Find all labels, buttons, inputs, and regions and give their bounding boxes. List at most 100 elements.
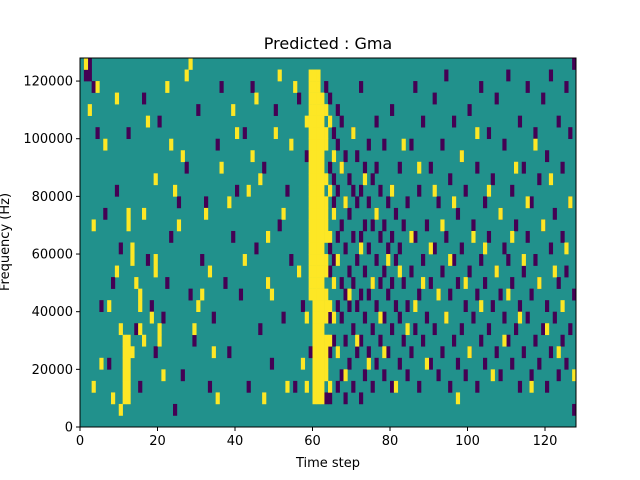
heatmap-cell-high [506,288,511,301]
heatmap-cell-low [529,369,534,382]
heatmap-cell-high [304,380,309,393]
heatmap-cell-high [382,346,387,359]
heatmap-cell-low [556,369,561,382]
heatmap-cell-low [421,254,426,266]
heatmap-cell-low [533,127,538,140]
heatmap-cell-low [351,277,356,289]
heatmap-cell-high [130,346,135,359]
heatmap-cell-low [386,288,391,301]
heatmap-cell-low [382,265,387,278]
heatmap-cell-low [556,277,561,289]
heatmap-cell-high [308,254,313,266]
heatmap-cell-low [548,346,554,359]
heatmap-cell-high [448,254,453,266]
heatmap-cell-low [374,161,379,174]
heatmap-cell-low [246,380,251,393]
heatmap-cell-high [320,138,325,151]
heatmap-cell-low [355,300,360,312]
heatmap-cell-low [533,254,538,266]
heatmap-cell-low [328,161,333,174]
heatmap-cell-low [366,138,371,151]
heatmap-cell-high [196,300,201,312]
heatmap-cell-high [347,288,352,301]
heatmap-cell-low [328,346,333,359]
heatmap-cell-low [517,300,523,312]
heatmap-cell-low [83,69,89,82]
heatmap-cell-high [184,69,189,82]
heatmap-cell-low [432,323,437,336]
heatmap-cell-high [312,104,317,116]
x-tick-label: 20 [149,434,166,449]
heatmap-cell-low [351,184,356,197]
heatmap-cell-high [424,357,430,370]
x-tick-label: 120 [533,434,558,449]
heatmap-cell-low [552,207,557,220]
heatmap-cell-low [176,196,182,209]
heatmap-cell-low [486,127,492,140]
heatmap-cell-low [506,254,511,266]
heatmap-cell-low [556,115,561,128]
heatmap-cell-high [211,346,216,359]
heatmap-cell-high [359,242,364,255]
heatmap-cell-low [417,288,422,301]
heatmap-cell-low [289,254,294,266]
heatmap-cell-high [467,346,472,359]
heatmap-cell-low [436,196,441,209]
heatmap-cell-low [564,357,569,370]
heatmap-cell-high [308,127,313,140]
heatmap-cell-low [409,265,414,278]
heatmap-cell-high [312,242,317,255]
heatmap-cell-high [118,323,123,336]
heatmap-cell-high [417,161,422,174]
chart-title: Predicted : Gma [264,34,392,53]
heatmap-cell-high [308,150,313,163]
heatmap-cell-low [293,380,298,393]
heatmap-cell-low [502,138,507,151]
heatmap-cell-high [320,230,325,243]
heatmap-cell-low [417,184,422,197]
heatmap-cell-high [320,207,325,220]
heatmap-cell-low [436,369,441,382]
heatmap-cell-low [149,300,154,312]
heatmap-cell-low [506,69,511,82]
heatmap-cell-low [393,207,399,220]
heatmap-cell-high [111,392,116,405]
heatmap-cell-high [87,104,92,116]
heatmap-cell-high [262,392,267,405]
heatmap-cell-low [215,138,220,151]
heatmap-cell-low [463,369,468,382]
heatmap-cell-low [269,357,275,370]
heatmap-cell-low [475,380,480,393]
heatmap-cell-high [219,161,224,174]
heatmap-cell-low [339,115,344,128]
heatmap-cell-high [316,380,321,393]
heatmap-cell-low [362,219,368,232]
heatmap-cell-low [405,196,410,209]
heatmap-cell-high [142,207,147,220]
heatmap-cell-high [308,115,313,128]
heatmap-cell-low [483,357,488,370]
heatmap-cell-low [335,138,340,151]
heatmap-cell-low [331,127,337,140]
heatmap-cell-low [548,242,554,255]
heatmap-cell-high [316,196,321,209]
heatmap-cell-high [273,127,278,140]
heatmap-cell-low [273,104,278,116]
heatmap-cell-low [413,230,418,243]
heatmap-cell-high [320,288,325,301]
heatmap-cell-high [362,173,368,186]
heatmap-cell-high [312,92,317,105]
heatmap-cell-low [413,323,418,336]
heatmap-cell-low [490,173,495,186]
heatmap-cell-low [548,69,554,82]
heatmap-cell-high [180,150,185,163]
heatmap-cell-high [114,265,120,278]
heatmap-cell-low [165,277,170,289]
heatmap-cell-high [324,334,329,347]
heatmap-cell-low [184,161,189,174]
heatmap-cell-low [529,196,534,209]
heatmap-cell-high [556,346,561,359]
heatmap-cell-low [339,369,344,382]
heatmap-cell-high [378,311,383,324]
heatmap-cell-high [533,138,538,151]
